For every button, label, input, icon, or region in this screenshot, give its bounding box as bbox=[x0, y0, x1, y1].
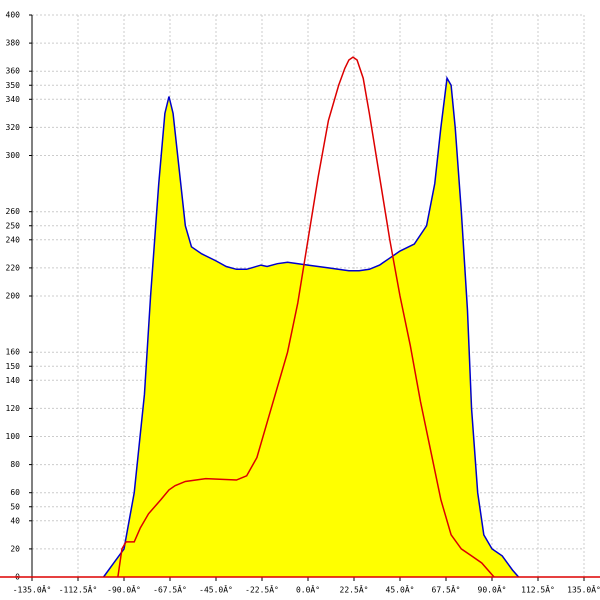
y-tick-label: 400 bbox=[6, 11, 21, 20]
x-tick-label: -90.0Â° bbox=[107, 584, 141, 595]
y-tick-label: 60 bbox=[10, 488, 20, 497]
y-tick-label: 260 bbox=[6, 207, 21, 216]
y-tick-label: 150 bbox=[6, 362, 21, 371]
y-tick-label: 40 bbox=[10, 516, 20, 525]
y-tick-label: 20 bbox=[10, 544, 20, 553]
y-tick-label: 200 bbox=[6, 292, 21, 301]
y-tick-label: 120 bbox=[6, 404, 21, 413]
y-tick-label: 380 bbox=[6, 39, 21, 48]
x-tick-label: 22.5Â° bbox=[340, 584, 369, 595]
x-tick-label: 0.0Â° bbox=[296, 584, 320, 595]
y-tick-label: 360 bbox=[6, 67, 21, 76]
y-tick-label: 80 bbox=[10, 460, 20, 469]
x-tick-label: -67.5Â° bbox=[153, 584, 187, 595]
x-tick-label: 67.5Â° bbox=[432, 584, 461, 595]
area bbox=[103, 78, 519, 577]
x-tick-label: -135.0Â° bbox=[13, 584, 52, 595]
y-tick-label: 50 bbox=[10, 502, 20, 511]
x-tick-label: -22.5Â° bbox=[245, 584, 279, 595]
y-tick-label: 300 bbox=[6, 151, 21, 160]
y-tick-label: 220 bbox=[6, 263, 21, 272]
x-tick-label: 112.5Â° bbox=[521, 584, 555, 595]
y-tick-label: 240 bbox=[6, 235, 21, 244]
line bbox=[117, 56, 495, 578]
line bbox=[102, 75, 520, 578]
x-tick-label: 90.0Â° bbox=[478, 584, 507, 595]
x-tick-label: 135.0Â° bbox=[567, 584, 600, 595]
y-tick-label: 160 bbox=[6, 348, 21, 357]
x-tick-label: 45.0Â° bbox=[386, 584, 415, 595]
y-tick-label: 100 bbox=[6, 432, 21, 441]
y-tick-label: 340 bbox=[6, 95, 21, 104]
y-tick-label: 140 bbox=[6, 376, 21, 385]
y-tick-label: 250 bbox=[6, 221, 21, 230]
y-tick-label: 320 bbox=[6, 123, 21, 132]
y-tick-label: 350 bbox=[6, 81, 21, 90]
x-tick-label: -45.0Â° bbox=[199, 584, 233, 595]
x-tick-label: -112.5Â° bbox=[59, 584, 98, 595]
